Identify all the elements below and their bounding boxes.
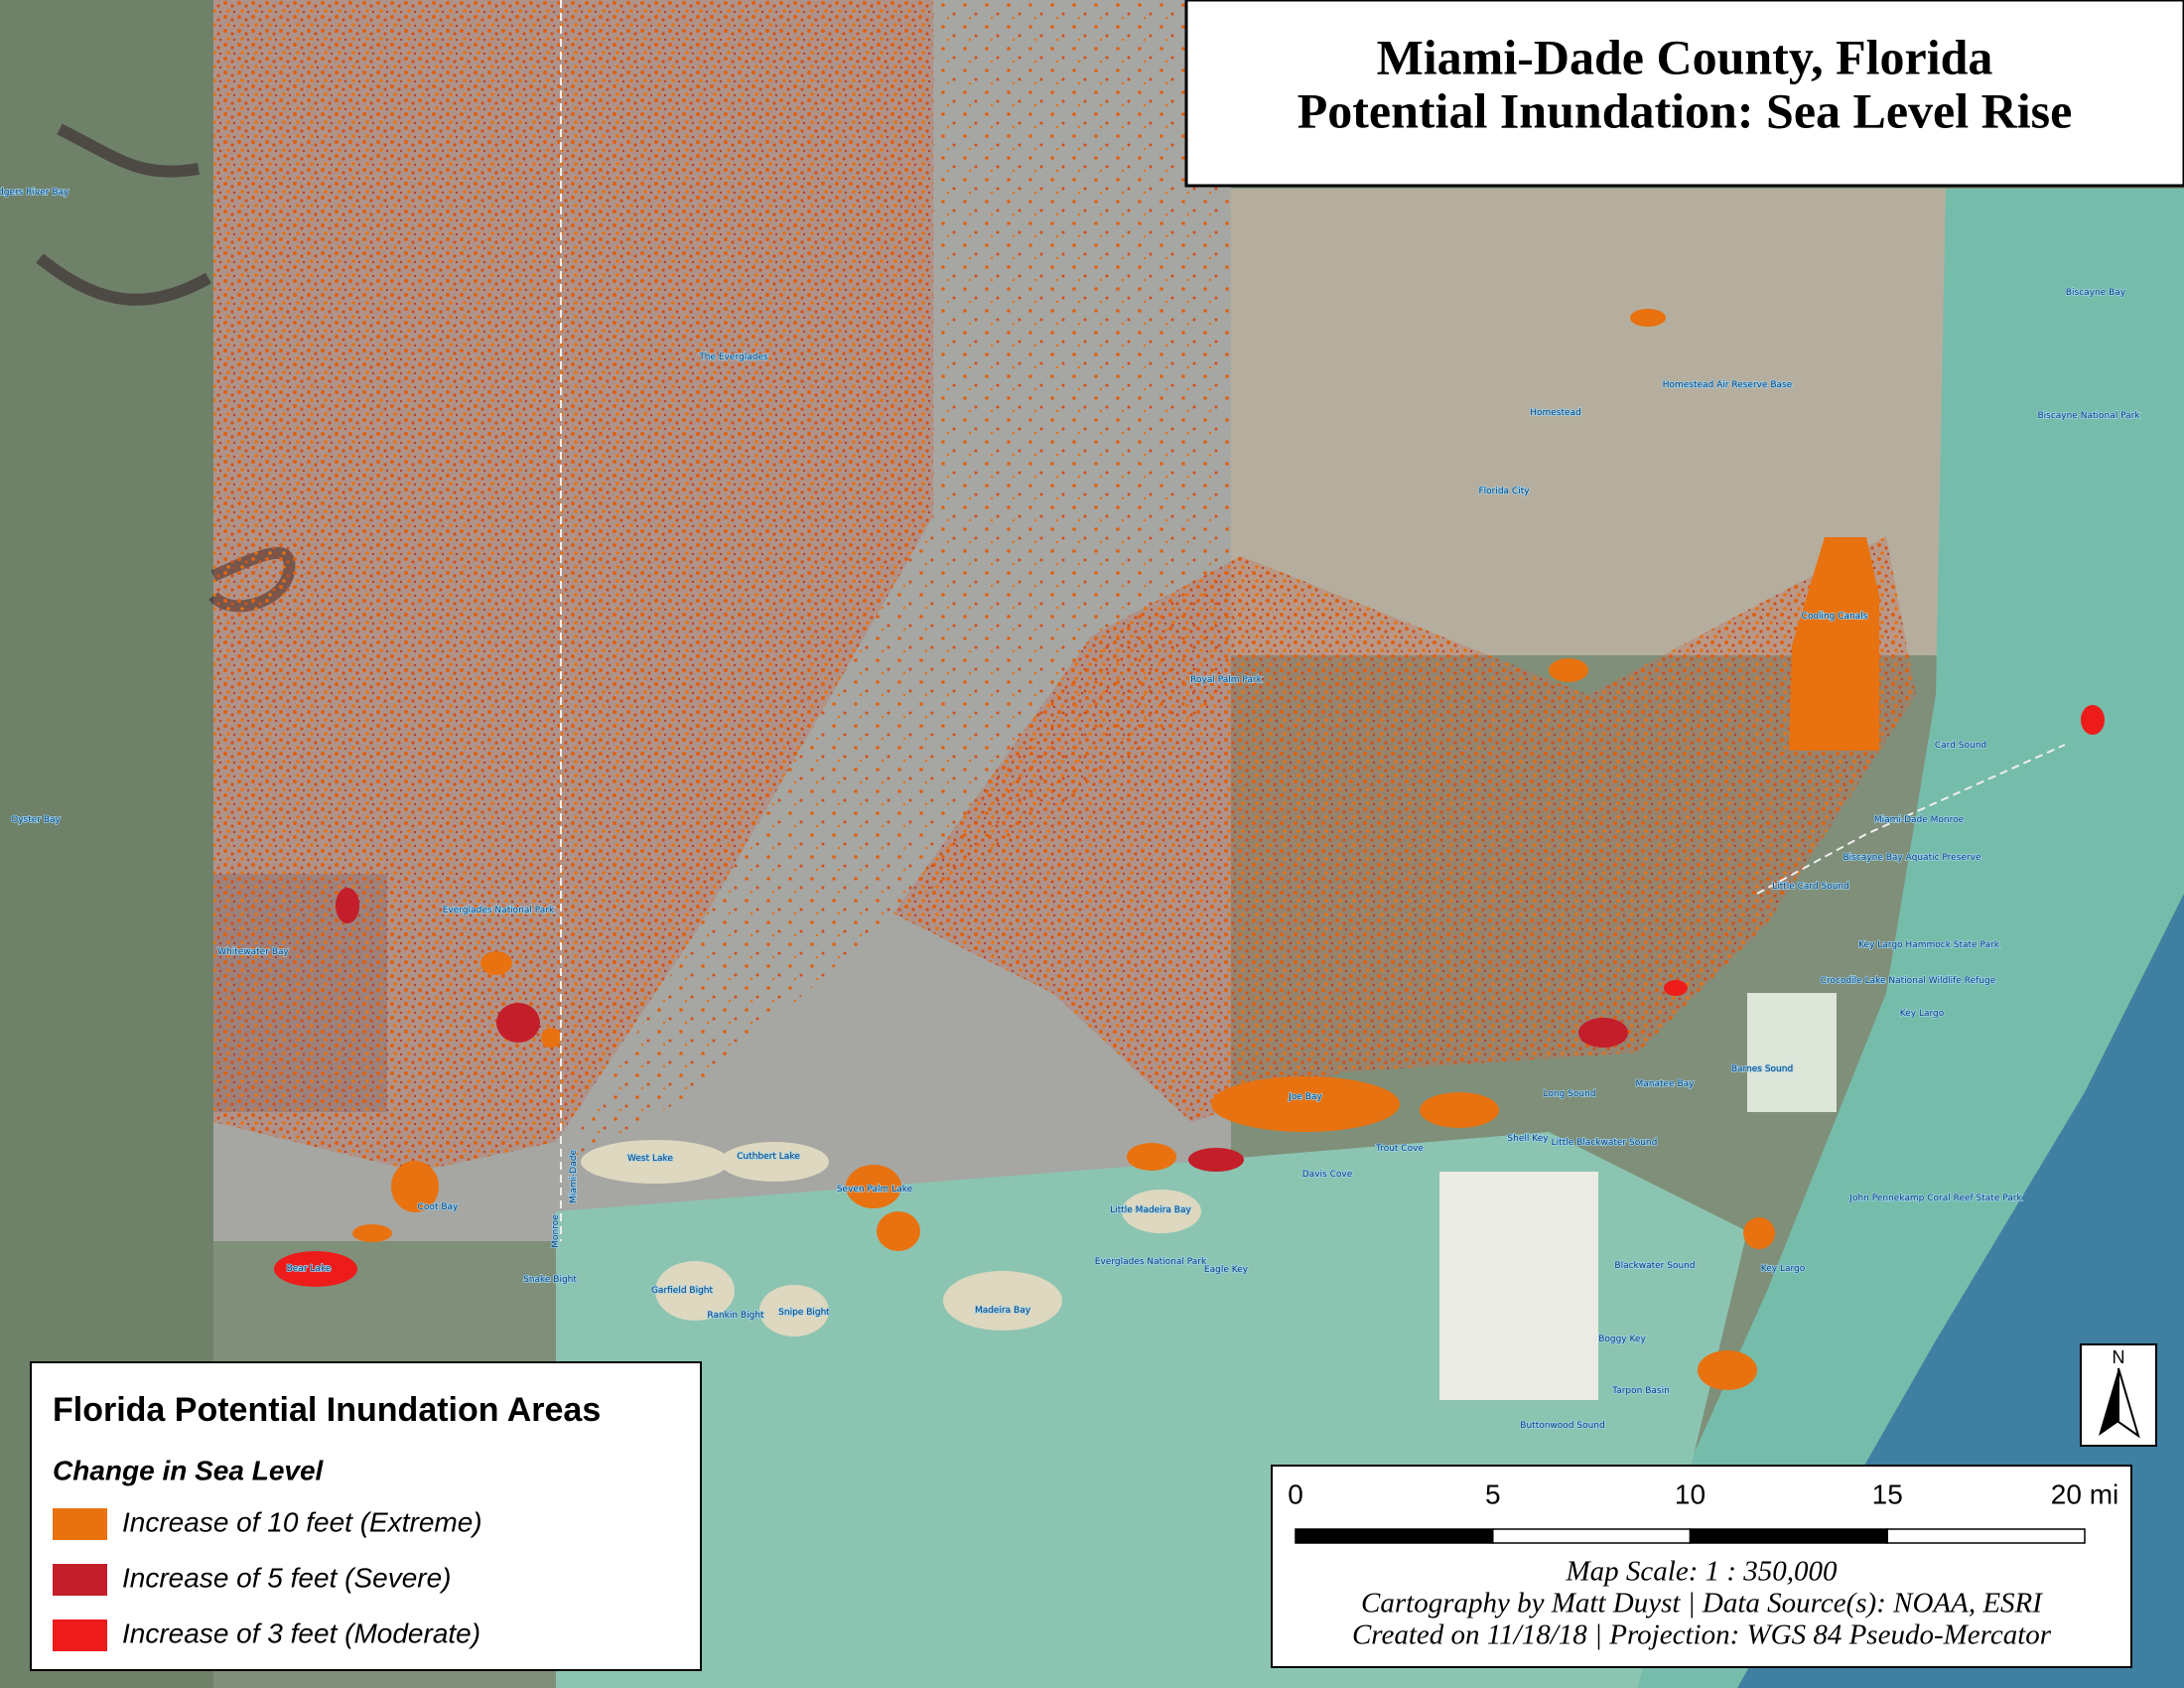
place-label: Buttonwood Sound xyxy=(1520,1421,1604,1431)
place-label: Tarpon Basin xyxy=(1611,1386,1670,1396)
legend-swatch xyxy=(53,1619,107,1651)
place-label: West Lake xyxy=(627,1154,673,1164)
place-label: Boggy Key xyxy=(1598,1335,1646,1344)
place-label: Trout Cove xyxy=(1375,1144,1424,1154)
place-label: Cuthbert Lake xyxy=(737,1152,800,1162)
inundation-speckle xyxy=(213,0,933,1172)
inundation-moderate xyxy=(274,705,2105,1287)
place-label: Biscayne National Park xyxy=(2037,411,2140,421)
scale-text: Map Scale: 1 : 350,000 xyxy=(1565,1556,1838,1588)
place-label: Garfield Bight xyxy=(651,1286,714,1296)
scale-bar: 0 5 10 15 20 mi xyxy=(1288,1478,2118,1544)
title: Miami-Dade County, Florida xyxy=(1377,29,1993,84)
place-label: John Pennekamp Coral Reef State Park xyxy=(1848,1194,2022,1203)
scale-tick-label: 20 mi xyxy=(2051,1478,2118,1509)
north-label: N xyxy=(2113,1347,2125,1367)
place-label: Blackwater Sound xyxy=(1614,1261,1695,1271)
place-label: Royal Palm Park xyxy=(1190,675,1262,685)
place-label: Card Sound xyxy=(1935,741,1986,751)
scale-tick-label: 0 xyxy=(1288,1478,1303,1509)
place-label: Madeira Bay xyxy=(975,1306,1031,1316)
place-label: Cooling Canals xyxy=(1802,612,1868,622)
place-label: Whitewater Bay xyxy=(217,947,289,957)
title-box xyxy=(1184,0,2184,188)
scale-segment xyxy=(1886,1528,2086,1544)
place-label: Little Madeira Bay xyxy=(1110,1205,1191,1215)
legend-items: Increase of 10 feet (Extreme) Increase of… xyxy=(53,1506,482,1651)
legend-label: Increase of 5 feet (Severe) xyxy=(122,1562,452,1593)
place-label: Key Largo xyxy=(1900,1009,1945,1019)
inundation-severe xyxy=(336,888,1628,1172)
place-label: Eagle Key xyxy=(1204,1265,1249,1275)
scale-tick-label: 15 xyxy=(1872,1478,1903,1509)
place-label: The Everglades xyxy=(698,352,768,362)
inundation-speckle xyxy=(556,0,1231,1172)
legend-subtitle: Change in Sea Level xyxy=(53,1455,325,1485)
place-label: Homestead Air Reserve Base xyxy=(1663,380,1793,390)
place-label: Miami-Dade Monroe xyxy=(1874,815,1965,825)
place-label: Rankin Bight xyxy=(707,1311,764,1321)
place-label: Key Largo xyxy=(1761,1264,1806,1274)
place-label: Key Largo Hammock State Park xyxy=(1858,940,2000,950)
place-labels: Rodgers River Bay The Everglades Homeste… xyxy=(0,187,2141,1432)
place-label: Davis Cove xyxy=(1302,1170,1353,1180)
place-label: Joe Bay xyxy=(1288,1092,1322,1102)
legend-swatch xyxy=(53,1564,107,1596)
county-line xyxy=(1756,744,2066,895)
place-label: Snipe Bight xyxy=(778,1308,830,1318)
place-label: Long Sound xyxy=(1544,1089,1596,1099)
place-label: Rodgers River Bay xyxy=(0,188,69,198)
scale-segment xyxy=(1492,1528,1692,1544)
place-label: Homestead xyxy=(1530,408,1581,418)
place-label: Little Blackwater Sound xyxy=(1552,1138,1658,1148)
place-label: Barnes Sound xyxy=(1731,1064,1793,1074)
place-label: Miami-Dade xyxy=(569,1150,579,1203)
place-label: Florida City xyxy=(1478,487,1530,496)
place-label: Biscayne Bay xyxy=(2066,288,2126,298)
place-label: Monroe xyxy=(551,1214,561,1248)
place-label: Coot Bay xyxy=(418,1202,459,1212)
place-label: Seven Palm Lake xyxy=(837,1185,913,1195)
place-label: Snake Bight xyxy=(523,1275,577,1285)
place-label: Little Card Sound xyxy=(1772,882,1849,892)
scale-tick-label: 10 xyxy=(1675,1478,1706,1509)
place-label: Everglades National Park xyxy=(1095,1257,1207,1267)
title: Potential Inundation: Sea Level Rise xyxy=(1297,82,2073,138)
legend-label: Increase of 10 feet (Extreme) xyxy=(122,1506,482,1537)
north-arrow xyxy=(2099,1368,2118,1436)
scale-segment xyxy=(1689,1528,1888,1544)
legend-title: Florida Potential Inundation Areas xyxy=(53,1391,601,1429)
created: Created on 11/18/18 | Projection: WGS 84… xyxy=(1352,1619,2052,1651)
place-label: Manatee Bay xyxy=(1636,1079,1696,1089)
place-label: Crocodile Lake National Wildlife Refuge xyxy=(1821,976,1996,986)
scale-segment xyxy=(1295,1528,1494,1544)
place-label: Oyster Bay xyxy=(11,815,61,825)
place-label: Shell Key xyxy=(1507,1134,1549,1144)
flats xyxy=(581,1140,1201,1336)
place-label: Biscayne Bay Aquatic Preserve xyxy=(1843,853,1981,863)
image-gap xyxy=(1747,993,1837,1112)
image-gap xyxy=(1439,1172,1598,1400)
credit: Cartography by Matt Duyst | Data Source(… xyxy=(1361,1588,2043,1619)
legend-box xyxy=(30,1361,702,1671)
legend-label: Increase of 3 feet (Moderate) xyxy=(122,1618,480,1648)
north-arrow xyxy=(2117,1367,2140,1439)
scale-box xyxy=(1271,1465,2132,1668)
scale-tick-label: 5 xyxy=(1485,1478,1501,1509)
place-label: Everglades National Park xyxy=(443,906,555,915)
place-label: Bear Lake xyxy=(287,1264,332,1274)
inundation-extreme xyxy=(352,309,1879,1390)
legend-swatch xyxy=(53,1508,107,1540)
